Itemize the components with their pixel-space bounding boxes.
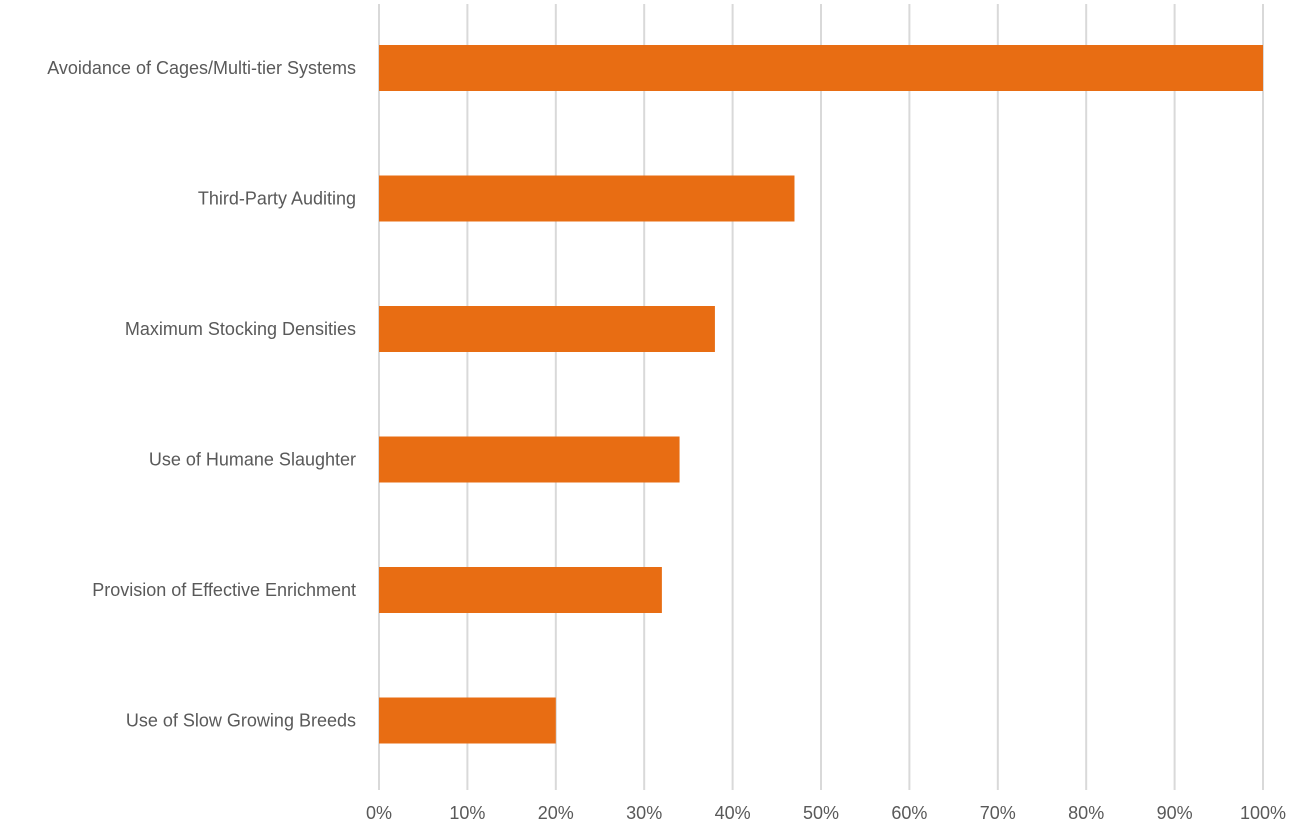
- x-tick-label: 40%: [715, 803, 751, 823]
- bar: [379, 697, 556, 744]
- x-tick-label: 90%: [1157, 803, 1193, 823]
- category-labels: Avoidance of Cages/Multi-tier Systems Thi…: [47, 58, 356, 731]
- category-label: Use of Humane Slaughter: [149, 450, 356, 470]
- bar: [379, 567, 662, 613]
- bar: [379, 175, 795, 222]
- x-tick-label: 100%: [1240, 803, 1286, 823]
- x-tick-label: 10%: [449, 803, 485, 823]
- x-tick-label: 60%: [891, 803, 927, 823]
- category-label: Maximum Stocking Densities: [125, 319, 356, 339]
- category-label: Use of Slow Growing Breeds: [126, 711, 356, 731]
- bar: [379, 436, 680, 483]
- x-tick-label: 70%: [980, 803, 1016, 823]
- x-tick-label: 20%: [538, 803, 574, 823]
- x-tick-label: 50%: [803, 803, 839, 823]
- x-tick-labels: 0% 10% 20% 30% 40% 50% 60% 70% 80% 90% 100%: [366, 803, 1286, 823]
- x-tick-label: 80%: [1068, 803, 1104, 823]
- x-tick-label: 30%: [626, 803, 662, 823]
- category-label: Third-Party Auditing: [198, 189, 356, 209]
- category-label: Avoidance of Cages/Multi-tier Systems: [47, 58, 356, 78]
- category-label: Provision of Effective Enrichment: [92, 580, 356, 600]
- x-tick-label: 0%: [366, 803, 392, 823]
- gridlines: [378, 4, 1264, 790]
- bars: [379, 45, 1263, 744]
- bar: [379, 306, 715, 352]
- bar: [379, 45, 1263, 91]
